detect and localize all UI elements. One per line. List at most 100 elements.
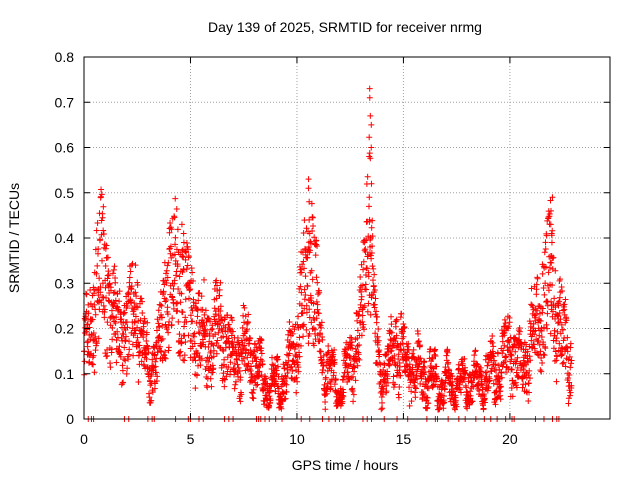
data-point bbox=[552, 267, 559, 274]
data-point bbox=[541, 352, 548, 359]
data-point bbox=[373, 319, 380, 326]
data-point bbox=[187, 312, 194, 319]
data-point bbox=[212, 331, 219, 338]
data-point bbox=[463, 388, 470, 395]
data-point bbox=[366, 85, 373, 92]
data-point bbox=[552, 304, 559, 311]
data-point bbox=[152, 363, 159, 370]
data-point bbox=[348, 339, 355, 346]
data-point bbox=[384, 368, 391, 375]
data-point bbox=[187, 286, 194, 293]
data-point bbox=[155, 334, 162, 341]
data-point bbox=[365, 203, 372, 210]
data-point bbox=[415, 338, 422, 345]
data-point bbox=[543, 321, 550, 328]
data-point bbox=[367, 311, 374, 318]
data-point bbox=[354, 327, 361, 334]
data-point bbox=[514, 364, 521, 371]
data-point bbox=[424, 394, 431, 401]
data-point bbox=[195, 297, 202, 304]
data-point bbox=[370, 282, 377, 289]
data-point bbox=[306, 247, 313, 254]
data-point bbox=[542, 239, 549, 246]
data-point bbox=[163, 279, 170, 286]
data-point bbox=[90, 337, 97, 344]
data-point bbox=[370, 277, 377, 284]
data-point bbox=[525, 371, 532, 378]
data-point bbox=[109, 324, 116, 331]
data-point bbox=[490, 380, 497, 387]
data-point bbox=[313, 298, 320, 305]
data-point bbox=[193, 350, 200, 357]
data-point bbox=[301, 286, 308, 293]
data-point bbox=[148, 371, 155, 378]
data-point bbox=[101, 314, 108, 321]
data-point bbox=[568, 357, 575, 364]
data-point bbox=[195, 290, 202, 297]
data-point bbox=[412, 384, 419, 391]
data-point bbox=[149, 356, 156, 363]
data-point bbox=[104, 254, 111, 261]
data-point bbox=[522, 381, 529, 388]
data-point bbox=[478, 368, 485, 375]
data-point bbox=[151, 385, 158, 392]
data-point bbox=[525, 397, 532, 404]
data-point bbox=[547, 197, 554, 204]
data-point bbox=[313, 315, 320, 322]
data-point bbox=[349, 345, 356, 352]
data-point bbox=[172, 272, 179, 279]
data-point bbox=[178, 339, 185, 346]
data-point bbox=[449, 372, 456, 379]
data-point bbox=[258, 337, 265, 344]
data-point bbox=[567, 364, 574, 371]
data-point bbox=[456, 386, 463, 393]
data-point bbox=[139, 298, 146, 305]
data-point bbox=[406, 402, 413, 409]
data-point bbox=[214, 282, 221, 289]
data-point bbox=[123, 370, 130, 377]
data-point bbox=[368, 255, 375, 262]
data-point bbox=[114, 328, 121, 335]
data-point bbox=[416, 342, 423, 349]
data-point bbox=[446, 367, 453, 374]
data-point bbox=[189, 318, 196, 325]
data-point bbox=[306, 198, 313, 205]
data-point bbox=[370, 265, 377, 272]
data-point bbox=[164, 262, 171, 269]
data-point bbox=[373, 308, 380, 315]
data-point bbox=[131, 306, 138, 313]
data-point bbox=[110, 266, 117, 273]
data-point bbox=[567, 340, 574, 347]
data-point bbox=[300, 258, 307, 265]
data-point bbox=[198, 293, 205, 300]
data-point bbox=[272, 388, 279, 395]
data-point bbox=[183, 249, 190, 256]
data-point bbox=[405, 340, 412, 347]
data-point bbox=[538, 328, 545, 335]
data-point bbox=[331, 346, 338, 353]
data-point bbox=[371, 271, 378, 278]
data-point bbox=[536, 303, 543, 310]
data-point bbox=[90, 352, 97, 359]
data-point bbox=[106, 280, 113, 287]
data-point bbox=[174, 226, 181, 233]
data-point bbox=[514, 354, 521, 361]
data-point bbox=[158, 302, 165, 309]
data-point bbox=[379, 405, 386, 412]
data-point bbox=[253, 382, 260, 389]
data-point bbox=[393, 335, 400, 342]
data-point bbox=[111, 263, 118, 270]
data-point bbox=[489, 339, 496, 346]
data-point bbox=[180, 266, 187, 273]
data-point bbox=[126, 346, 133, 353]
data-point bbox=[351, 364, 358, 371]
data-point bbox=[109, 270, 116, 277]
data-point bbox=[431, 351, 438, 358]
data-point bbox=[517, 340, 524, 347]
data-point bbox=[199, 306, 206, 313]
data-point bbox=[350, 398, 357, 405]
data-point bbox=[214, 337, 221, 344]
data-point bbox=[83, 291, 90, 298]
data-point bbox=[174, 307, 181, 314]
data-point bbox=[295, 368, 302, 375]
